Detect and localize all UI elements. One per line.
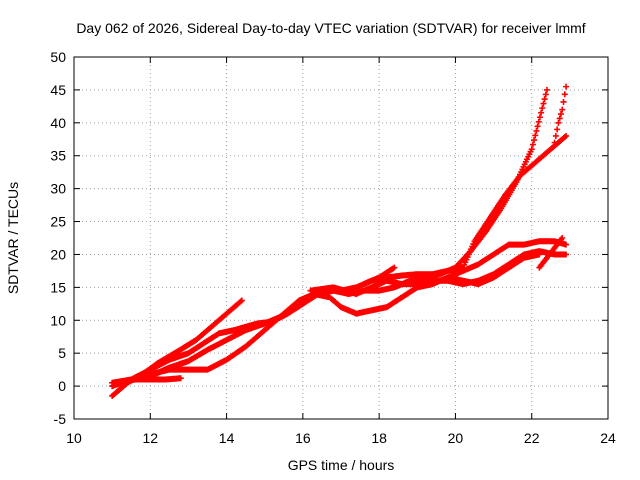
x-tick-label: 24	[600, 430, 616, 446]
data-point	[542, 91, 549, 98]
data-point	[543, 86, 550, 93]
series-track-8	[536, 235, 566, 271]
y-tick-label: 35	[50, 148, 66, 164]
x-tick-label: 16	[295, 430, 311, 446]
data-point	[540, 100, 547, 107]
y-tick-label: 40	[50, 115, 66, 131]
x-tick-label: 22	[524, 430, 540, 446]
y-tick-label: 50	[50, 49, 66, 65]
data-point	[555, 119, 562, 126]
x-tick-label: 14	[219, 430, 235, 446]
chart-title: Day 062 of 2026, Sidereal Day-to-day VTE…	[76, 20, 585, 36]
series-track-7	[360, 264, 398, 288]
data-point	[238, 297, 245, 304]
series-track-10	[444, 251, 543, 288]
data-point	[534, 123, 541, 130]
y-tick-label: 30	[50, 181, 66, 197]
ticks-layer: 10 12 14 16 18 20 22 24 -5 0 5 10 15 20 25 30 35 40 45 50	[50, 49, 616, 446]
data-point	[554, 126, 561, 133]
x-tick-label: 10	[66, 430, 82, 446]
data-point	[560, 98, 567, 105]
data-point	[561, 133, 568, 140]
data-point	[556, 115, 563, 122]
data-points-layer	[109, 83, 570, 399]
data-point	[561, 91, 568, 98]
data-point	[563, 132, 570, 139]
data-point	[541, 96, 548, 103]
data-point	[559, 235, 566, 241]
x-tick-label: 18	[371, 430, 387, 446]
data-point	[563, 251, 570, 258]
data-point	[557, 111, 564, 118]
data-point	[539, 105, 546, 112]
data-point	[563, 83, 570, 90]
data-point	[528, 146, 535, 153]
data-point	[536, 251, 543, 258]
data-point	[531, 137, 538, 144]
x-tick-label: 20	[448, 430, 464, 446]
data-point	[552, 132, 559, 139]
series-track-9	[551, 83, 570, 146]
series-track-5	[128, 375, 184, 383]
y-tick-label: 20	[50, 246, 66, 262]
y-tick-label: -5	[54, 411, 67, 427]
series-track-3	[109, 132, 570, 386]
data-point	[536, 114, 543, 121]
y-tick-label: 45	[50, 82, 66, 98]
data-point	[237, 298, 244, 305]
y-tick-label: 25	[50, 214, 66, 230]
plot-frame	[73, 56, 609, 420]
data-point	[563, 241, 570, 248]
data-point	[529, 141, 536, 148]
x-tick-label: 12	[142, 430, 158, 446]
data-point	[559, 106, 566, 113]
data-point	[538, 109, 545, 116]
y-tick-label: 5	[58, 345, 66, 361]
x-axis-label: GPS time / hours	[288, 457, 395, 473]
y-axis-label: SDTVAR / TECUs	[5, 182, 21, 294]
data-point	[535, 118, 542, 125]
data-point	[551, 139, 558, 146]
y-tick-label: 0	[58, 378, 66, 394]
data-point	[533, 127, 540, 134]
data-point	[391, 264, 398, 271]
y-tick-label: 10	[50, 312, 66, 328]
series-track-2	[109, 86, 550, 390]
data-point	[177, 375, 184, 382]
data-point	[532, 132, 539, 139]
y-tick-label: 15	[50, 279, 66, 295]
grid-layer	[74, 57, 608, 419]
